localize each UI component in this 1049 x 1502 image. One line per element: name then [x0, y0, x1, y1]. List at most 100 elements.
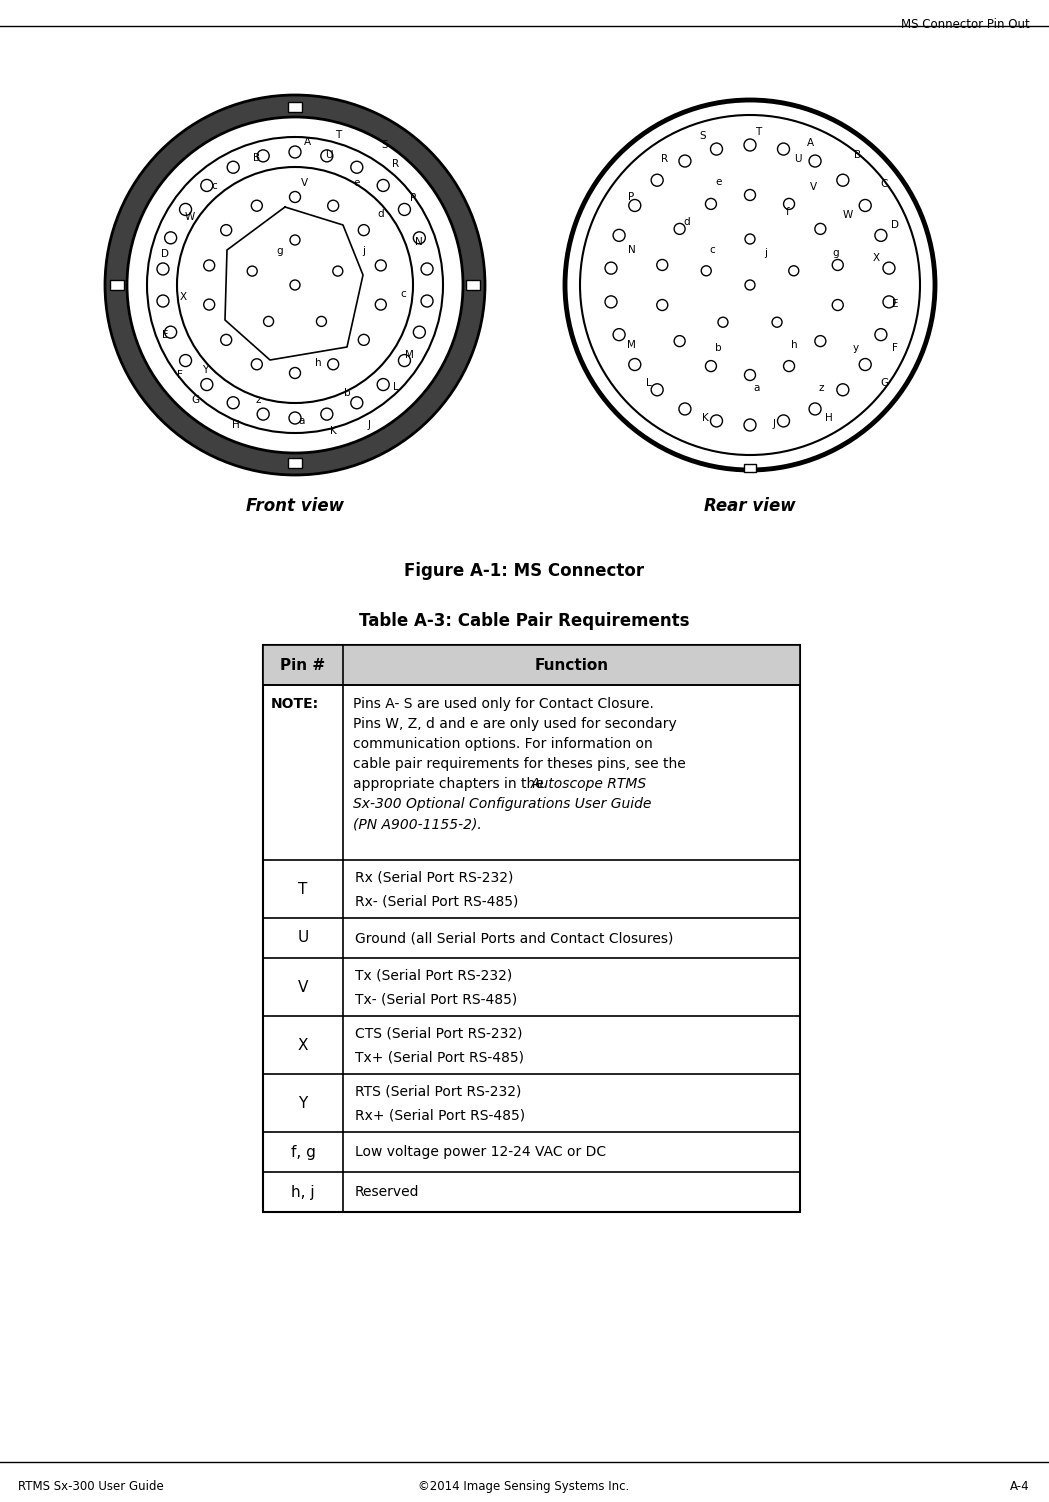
- Text: T: T: [755, 126, 761, 137]
- Text: X: X: [179, 293, 187, 302]
- Circle shape: [815, 224, 826, 234]
- Text: C: C: [880, 179, 889, 189]
- Circle shape: [165, 326, 176, 338]
- Circle shape: [321, 150, 333, 162]
- Text: g: g: [276, 246, 283, 255]
- Text: F: F: [177, 369, 184, 380]
- Text: appropriate chapters in the: appropriate chapters in the: [354, 777, 549, 792]
- Text: Low voltage power 12-24 VAC or DC: Low voltage power 12-24 VAC or DC: [355, 1145, 606, 1160]
- Text: A: A: [304, 137, 311, 147]
- Circle shape: [744, 140, 756, 152]
- Text: e: e: [715, 177, 722, 188]
- Text: V: V: [810, 182, 817, 192]
- Text: f, g: f, g: [291, 1145, 316, 1160]
- Text: E: E: [162, 329, 168, 339]
- Text: Tx (Serial Port RS-232): Tx (Serial Port RS-232): [355, 969, 512, 982]
- Circle shape: [179, 203, 192, 215]
- Circle shape: [350, 161, 363, 173]
- FancyBboxPatch shape: [466, 279, 480, 290]
- Text: Ground (all Serial Ports and Contact Closures): Ground (all Serial Ports and Contact Clo…: [355, 931, 673, 945]
- Circle shape: [832, 299, 843, 311]
- Text: A: A: [807, 138, 814, 147]
- Text: Y: Y: [298, 1095, 307, 1110]
- Circle shape: [317, 317, 326, 326]
- Circle shape: [745, 234, 755, 243]
- Text: T: T: [336, 129, 342, 140]
- Text: c: c: [709, 245, 715, 255]
- Circle shape: [359, 225, 369, 236]
- Circle shape: [701, 266, 711, 276]
- Circle shape: [228, 397, 239, 409]
- Text: RTS (Serial Port RS-232): RTS (Serial Port RS-232): [355, 1084, 521, 1098]
- Circle shape: [613, 329, 625, 341]
- Text: Rx- (Serial Port RS-485): Rx- (Serial Port RS-485): [355, 895, 518, 909]
- Text: H: H: [826, 413, 833, 422]
- Text: d: d: [377, 209, 384, 219]
- Circle shape: [628, 359, 641, 371]
- Circle shape: [413, 231, 425, 243]
- Circle shape: [290, 191, 300, 203]
- Text: MS Connector Pin Out: MS Connector Pin Out: [901, 18, 1030, 32]
- Circle shape: [421, 294, 433, 306]
- Text: Tx- (Serial Port RS-485): Tx- (Serial Port RS-485): [355, 993, 517, 1006]
- Circle shape: [744, 419, 756, 431]
- Circle shape: [327, 359, 339, 369]
- Text: X: X: [873, 254, 880, 263]
- Text: Pins A- S are used only for Contact Closure.: Pins A- S are used only for Contact Clos…: [354, 697, 654, 710]
- Circle shape: [290, 279, 300, 290]
- Text: RTMS Sx-300 User Guide: RTMS Sx-300 User Guide: [18, 1479, 164, 1493]
- Text: T: T: [298, 882, 307, 897]
- Text: K: K: [330, 425, 337, 436]
- Text: G: G: [192, 395, 200, 404]
- Circle shape: [710, 143, 723, 155]
- Circle shape: [772, 317, 783, 327]
- Circle shape: [675, 335, 685, 347]
- Text: H: H: [232, 419, 240, 430]
- Bar: [263, 644, 800, 685]
- Text: j: j: [765, 248, 767, 258]
- Circle shape: [177, 167, 413, 403]
- Text: NOTE:: NOTE:: [271, 697, 319, 710]
- Text: Rear view: Rear view: [704, 497, 796, 515]
- Text: Autoscope RTMS: Autoscope RTMS: [531, 777, 647, 792]
- Circle shape: [705, 360, 716, 371]
- Text: z: z: [818, 383, 823, 392]
- Circle shape: [127, 117, 463, 454]
- Circle shape: [679, 155, 691, 167]
- Bar: [263, 644, 800, 1212]
- Circle shape: [359, 335, 369, 345]
- Circle shape: [605, 263, 617, 275]
- Circle shape: [875, 230, 886, 242]
- Text: b: b: [344, 389, 351, 398]
- Circle shape: [228, 161, 239, 173]
- Circle shape: [321, 409, 333, 421]
- Text: Tx+ (Serial Port RS-485): Tx+ (Serial Port RS-485): [355, 1051, 524, 1065]
- Text: G: G: [880, 379, 889, 388]
- Text: M: M: [627, 339, 636, 350]
- Circle shape: [413, 326, 425, 338]
- FancyBboxPatch shape: [110, 279, 124, 290]
- Text: a: a: [298, 416, 304, 427]
- Circle shape: [204, 299, 215, 309]
- Circle shape: [859, 200, 872, 212]
- Text: g: g: [832, 248, 838, 258]
- Text: b: b: [715, 342, 722, 353]
- Text: Pin #: Pin #: [280, 658, 325, 673]
- Text: W: W: [185, 212, 195, 222]
- Circle shape: [200, 379, 213, 391]
- Circle shape: [832, 260, 843, 270]
- Circle shape: [350, 397, 363, 409]
- Text: X: X: [298, 1038, 308, 1053]
- Text: R: R: [392, 159, 400, 170]
- Circle shape: [777, 415, 790, 427]
- Text: J: J: [772, 419, 775, 430]
- Circle shape: [200, 179, 213, 191]
- Text: Sx-300 Optional Configurations User Guide: Sx-300 Optional Configurations User Guid…: [354, 798, 651, 811]
- Text: CTS (Serial Port RS-232): CTS (Serial Port RS-232): [355, 1026, 522, 1041]
- Text: z: z: [255, 395, 260, 404]
- Text: W: W: [842, 210, 853, 221]
- Text: h, j: h, j: [292, 1185, 315, 1200]
- Bar: [263, 644, 800, 685]
- Text: e: e: [354, 177, 360, 188]
- Circle shape: [710, 415, 723, 427]
